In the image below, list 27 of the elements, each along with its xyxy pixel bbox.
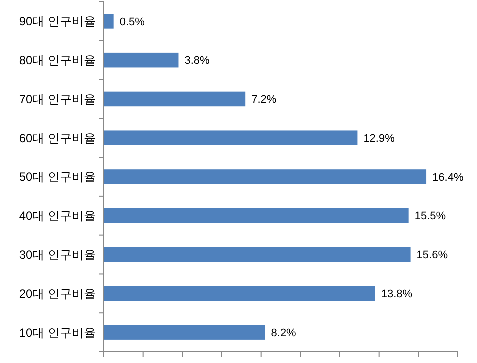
data-label: 16.4% <box>432 172 464 184</box>
bar <box>104 130 358 146</box>
bar <box>104 52 179 68</box>
y-tick-label: 70대 인구비율 <box>19 92 96 106</box>
data-label: 15.5% <box>414 210 446 223</box>
bar <box>104 14 114 29</box>
y-tick-label: 10대 인구비율 <box>19 326 96 340</box>
data-label: 15.6% <box>416 250 448 262</box>
y-tick-label: 80대 인구비율 <box>19 54 96 68</box>
bar <box>104 247 411 262</box>
data-label: 8.2% <box>271 327 297 340</box>
y-tick-label: 90대 인구비율 <box>19 14 96 29</box>
data-label: 12.9% <box>364 132 396 145</box>
bar <box>104 92 246 107</box>
y-tick-label: 20대 인구비율 <box>19 286 96 301</box>
bar <box>104 286 376 302</box>
data-label: 13.8% <box>381 288 413 301</box>
data-label: 3.8% <box>184 55 210 68</box>
bar <box>104 208 409 224</box>
y-tick-label: 40대 인구비율 <box>19 209 96 224</box>
data-label: 0.5% <box>120 16 146 28</box>
bar <box>104 325 266 340</box>
data-label: 7.2% <box>252 94 277 106</box>
y-tick-label: 30대 인구비율 <box>19 248 96 262</box>
y-tick-label: 50대 인구비율 <box>19 170 96 184</box>
bar <box>104 170 427 184</box>
y-tick-label: 60대 인구비율 <box>19 131 96 146</box>
